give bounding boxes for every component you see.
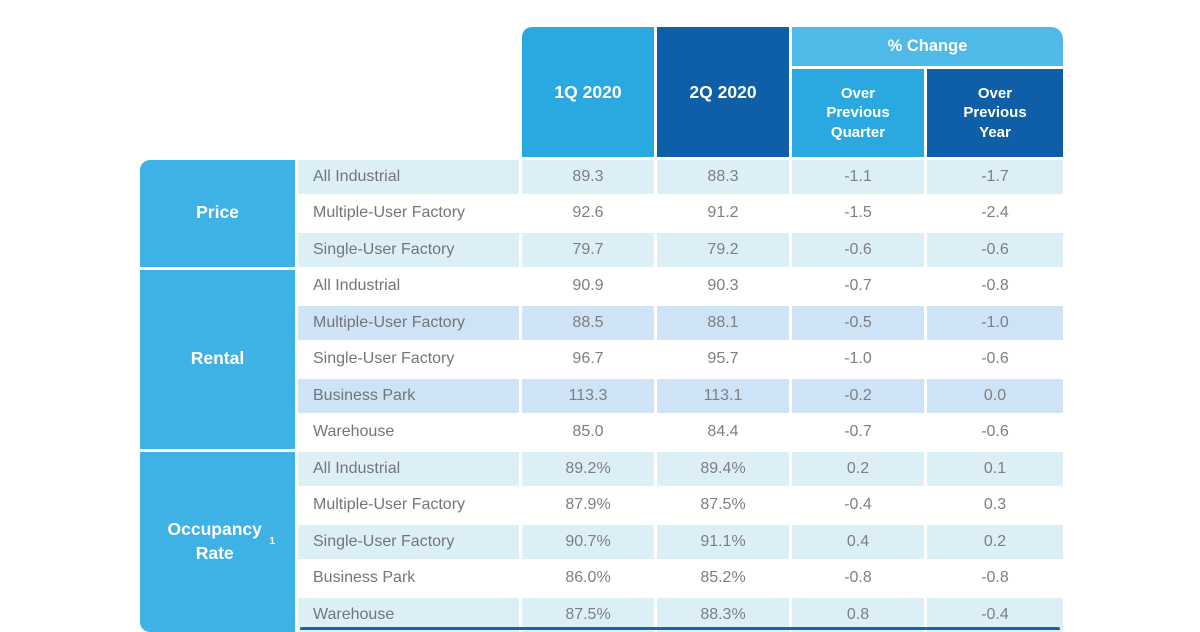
value-q2: 85.2% [657, 561, 789, 595]
cropped-next-section-bar [300, 627, 1060, 630]
over-previous-year-label: Over Previous Year [963, 84, 1027, 141]
value-q1: 87.9% [522, 488, 654, 522]
column-header-over-previous-year: Over Previous Year [927, 69, 1063, 157]
value-q1: 86.0% [522, 561, 654, 595]
value-opq: -0.4 [792, 488, 924, 522]
row-label: All Industrial [298, 269, 519, 303]
value-q1: 88.5 [522, 306, 654, 340]
value-q1: 113.3 [522, 379, 654, 413]
value-opq: -0.7 [792, 269, 924, 303]
value-opy: 0.0 [927, 379, 1063, 413]
value-q2: 91.1% [657, 525, 789, 559]
row-group-label: Price [196, 202, 239, 223]
value-opq: -1.1 [792, 160, 924, 194]
value-opy: 0.2 [927, 525, 1063, 559]
value-opq: -0.7 [792, 415, 924, 449]
row-group-header-occupancy-rate: Occupancy Rate 1 [140, 452, 295, 632]
row-label: Multiple-User Factory [298, 196, 519, 230]
value-opy: -1.7 [927, 160, 1063, 194]
row-label: All Industrial [298, 452, 519, 486]
row-label: Multiple-User Factory [298, 306, 519, 340]
value-q2: 84.4 [657, 415, 789, 449]
value-opy: -0.6 [927, 415, 1063, 449]
value-opy: -0.8 [927, 561, 1063, 595]
value-q1: 89.3 [522, 160, 654, 194]
value-opy: 0.3 [927, 488, 1063, 522]
value-opy: -0.4 [927, 598, 1063, 632]
value-q2: 89.4% [657, 452, 789, 486]
value-q1: 79.7 [522, 233, 654, 267]
value-q2: 95.7 [657, 342, 789, 376]
value-q2: 91.2 [657, 196, 789, 230]
column-header-2q-2020: 2Q 2020 [657, 27, 789, 157]
row-label: Business Park [298, 379, 519, 413]
value-q1: 96.7 [522, 342, 654, 376]
value-opy: 0.1 [927, 452, 1063, 486]
row-label: Warehouse [298, 415, 519, 449]
row-group-label: Rental [190, 348, 245, 369]
row-label: Single-User Factory [298, 342, 519, 376]
column-header-1q-2020: 1Q 2020 [522, 27, 654, 157]
pct-change-label: % Change [887, 37, 968, 55]
value-q2: 90.3 [657, 269, 789, 303]
value-q2: 79.2 [657, 233, 789, 267]
row-label: Single-User Factory [298, 525, 519, 559]
value-opq: 0.8 [792, 598, 924, 632]
row-label: Single-User Factory [298, 233, 519, 267]
table-body: Price All Industrial 89.3 88.3 -1.1 -1.7 Multi… [140, 160, 1063, 632]
over-previous-quarter-label: Over Previous Quarter [826, 84, 890, 141]
value-opq: -0.2 [792, 379, 924, 413]
value-opq: 0.2 [792, 452, 924, 486]
value-q2: 87.5% [657, 488, 789, 522]
row-label: Warehouse [298, 598, 519, 632]
value-opy: -0.8 [927, 269, 1063, 303]
value-q1: 90.9 [522, 269, 654, 303]
value-q2: 88.3 [657, 160, 789, 194]
value-q2: 88.1 [657, 306, 789, 340]
row-group-header-rental: Rental [140, 269, 295, 449]
value-opq: -1.0 [792, 342, 924, 376]
value-opy: -2.4 [927, 196, 1063, 230]
value-opq: -1.5 [792, 196, 924, 230]
value-q1: 92.6 [522, 196, 654, 230]
value-opq: -0.6 [792, 233, 924, 267]
value-q1: 85.0 [522, 415, 654, 449]
column-group-header-pct-change: % Change [792, 27, 1063, 66]
column-header-over-previous-quarter: Over Previous Quarter [792, 69, 924, 157]
value-q1: 90.7% [522, 525, 654, 559]
value-q1: 89.2% [522, 452, 654, 486]
value-q2: 113.1 [657, 379, 789, 413]
value-opy: -0.6 [927, 233, 1063, 267]
value-opq: 0.4 [792, 525, 924, 559]
row-label: Business Park [298, 561, 519, 595]
row-label: Multiple-User Factory [298, 488, 519, 522]
row-label: All Industrial [298, 160, 519, 194]
value-q1: 87.5% [522, 598, 654, 632]
value-opq: -0.8 [792, 561, 924, 595]
value-q2: 88.3% [657, 598, 789, 632]
column-header-1q-2020-label: 1Q 2020 [554, 81, 622, 102]
value-opy: -1.0 [927, 306, 1063, 340]
column-header-2q-2020-label: 2Q 2020 [689, 81, 757, 102]
value-opy: -0.6 [927, 342, 1063, 376]
value-opq: -0.5 [792, 306, 924, 340]
row-group-header-price: Price [140, 160, 295, 267]
row-group-label: Occupancy Rate [167, 519, 262, 563]
